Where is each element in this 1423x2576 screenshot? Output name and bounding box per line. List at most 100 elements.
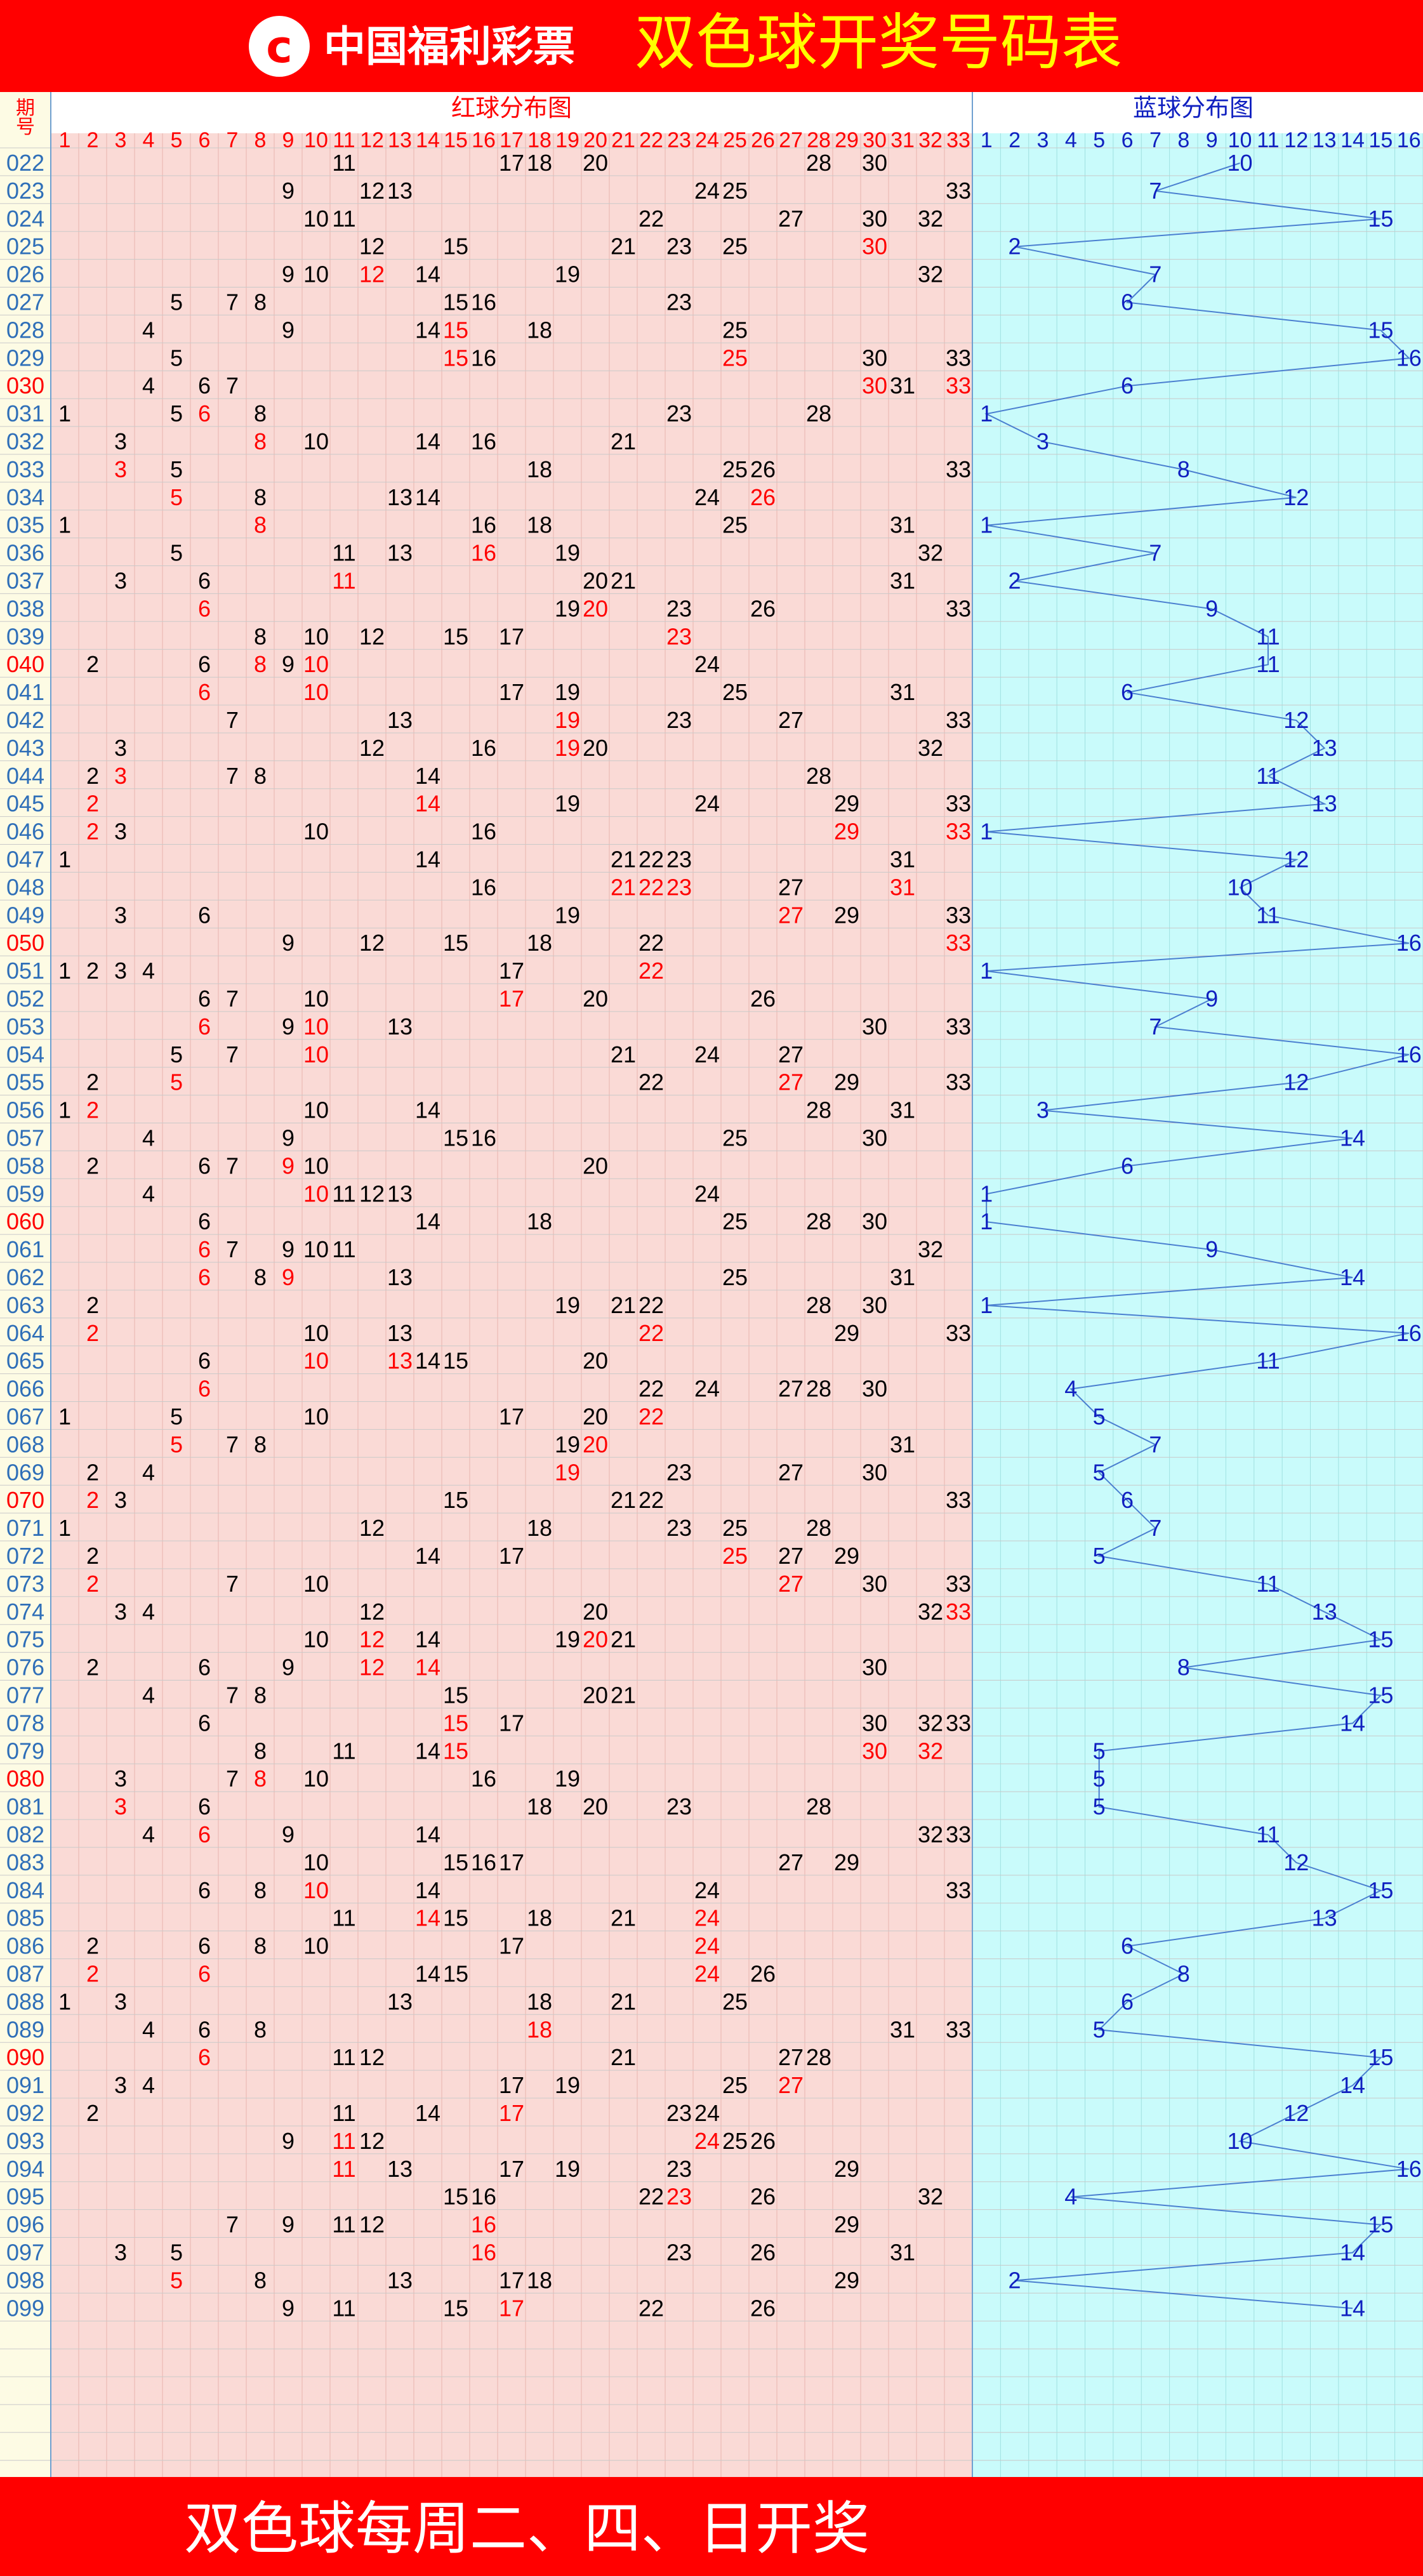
blue-col-header-13: 13 xyxy=(1313,128,1337,152)
red-ball-number: 25 xyxy=(722,1208,748,1234)
red-ball-number: 15 xyxy=(443,234,468,260)
red-ball-number: 6 xyxy=(198,1376,211,1402)
red-ball-number: 22 xyxy=(639,1292,664,1318)
blue-col-header-15: 15 xyxy=(1369,128,1393,152)
red-ball-number: 9 xyxy=(282,1125,295,1151)
red-ball-number: 10 xyxy=(303,623,329,649)
red-ball-number: 6 xyxy=(198,651,211,677)
red-ball-number: 9 xyxy=(282,1153,295,1179)
red-ball-number: 6 xyxy=(198,1821,211,1847)
blue-ball-number: 1 xyxy=(980,958,993,984)
red-ball-number: 14 xyxy=(415,1905,440,1931)
red-ball-number: 12 xyxy=(359,2128,385,2154)
red-ball-number: 19 xyxy=(555,1766,580,1792)
blue-trend-line xyxy=(984,162,1411,2309)
red-ball-number: 18 xyxy=(527,2267,552,2293)
blue-ball-number: 12 xyxy=(1283,707,1309,733)
red-ball-number: 6 xyxy=(198,2044,211,2070)
red-ball-number: 15 xyxy=(443,930,468,956)
red-ball-number: 15 xyxy=(443,2295,468,2321)
red-ball-number: 32 xyxy=(918,1738,943,1764)
blue-ball-number: 10 xyxy=(1228,150,1253,176)
blue-zone-title: 蓝球分布图 xyxy=(1133,94,1254,122)
red-ball-number: 4 xyxy=(142,1180,155,1206)
red-ball-number: 17 xyxy=(499,958,524,984)
red-ball-number: 32 xyxy=(918,1236,943,1262)
red-ball-number: 2 xyxy=(86,1097,99,1123)
red-ball-number: 21 xyxy=(611,1487,636,1513)
red-ball-number: 2 xyxy=(86,763,99,789)
red-ball-number: 25 xyxy=(722,178,748,204)
issue-label: 035 xyxy=(6,512,44,538)
red-col-header-21: 21 xyxy=(611,128,635,152)
red-ball-number: 13 xyxy=(387,540,413,566)
blue-ball-number: 11 xyxy=(1256,1348,1280,1374)
red-ball-number: 13 xyxy=(387,2156,413,2182)
red-ball-number: 1 xyxy=(58,847,71,873)
issue-label: 030 xyxy=(6,373,44,399)
red-ball-number: 27 xyxy=(778,707,804,733)
red-ball-number: 31 xyxy=(890,2016,915,2042)
issue-label: 060 xyxy=(6,1208,44,1234)
issue-label: 094 xyxy=(6,2156,44,2182)
blue-ball-number: 16 xyxy=(1396,2156,1422,2182)
red-ball-number: 21 xyxy=(611,428,636,454)
red-ball-number: 9 xyxy=(282,178,295,204)
issue-label: 031 xyxy=(6,400,44,426)
issue-column-label-2: 号 xyxy=(16,116,35,138)
red-ball-number: 16 xyxy=(471,2240,496,2266)
issue-label: 074 xyxy=(6,1599,44,1625)
blue-ball-number: 6 xyxy=(1121,1933,1134,1959)
red-ball-number: 31 xyxy=(890,568,915,594)
red-ball-number: 10 xyxy=(303,1041,329,1067)
red-ball-number: 30 xyxy=(862,1459,887,1485)
red-ball-number: 27 xyxy=(778,874,804,900)
red-ball-number: 27 xyxy=(778,206,804,232)
red-ball-number: 24 xyxy=(694,1905,720,1931)
red-ball-number: 8 xyxy=(254,484,267,510)
issue-label: 065 xyxy=(6,1348,44,1374)
red-ball-number: 10 xyxy=(303,1348,329,1374)
red-ball-number: 23 xyxy=(666,234,692,260)
red-ball-number: 2 xyxy=(86,1933,99,1959)
red-ball-number: 33 xyxy=(946,1599,971,1625)
red-ball-number: 29 xyxy=(834,2212,859,2238)
red-ball-number: 28 xyxy=(806,1208,831,1234)
red-ball-number: 12 xyxy=(359,2044,385,2070)
red-ball-number: 26 xyxy=(750,2128,776,2154)
red-ball-number: 33 xyxy=(946,819,971,845)
red-col-header-4: 4 xyxy=(143,128,155,152)
red-ball-number: 28 xyxy=(806,2044,831,2070)
red-ball-number: 30 xyxy=(862,345,887,371)
issue-label: 095 xyxy=(6,2184,44,2210)
issue-label: 086 xyxy=(6,1933,44,1959)
red-ball-number: 14 xyxy=(415,1208,440,1234)
blue-ball-number: 12 xyxy=(1283,1849,1309,1875)
blue-ball-number: 11 xyxy=(1256,1571,1280,1597)
blue-ball-number: 16 xyxy=(1396,1320,1422,1346)
blue-ball-number: 7 xyxy=(1149,178,1162,204)
issue-label: 043 xyxy=(6,735,44,761)
issue-label: 041 xyxy=(6,679,44,705)
issue-label: 025 xyxy=(6,234,44,260)
red-ball-number: 10 xyxy=(303,1014,329,1040)
red-ball-number: 5 xyxy=(170,1041,183,1067)
issue-label: 044 xyxy=(6,763,44,789)
issue-label: 034 xyxy=(6,484,44,510)
red-ball-number: 32 xyxy=(918,2184,943,2210)
red-ball-number: 28 xyxy=(806,1376,831,1402)
red-ball-number: 32 xyxy=(918,261,943,287)
red-ball-number: 12 xyxy=(359,735,385,761)
red-ball-number: 26 xyxy=(750,986,776,1012)
red-ball-number: 8 xyxy=(254,400,267,426)
red-ball-number: 2 xyxy=(86,819,99,845)
red-ball-number: 21 xyxy=(611,568,636,594)
red-zone-title: 红球分布图 xyxy=(451,94,572,122)
blue-ball-number: 1 xyxy=(980,1180,993,1206)
red-ball-number: 4 xyxy=(142,1125,155,1151)
issue-label: 063 xyxy=(6,1292,44,1318)
red-ball-number: 17 xyxy=(499,2156,524,2182)
issue-label: 022 xyxy=(6,150,44,176)
logo-mark: c xyxy=(266,21,293,73)
red-ball-number: 10 xyxy=(303,1320,329,1346)
